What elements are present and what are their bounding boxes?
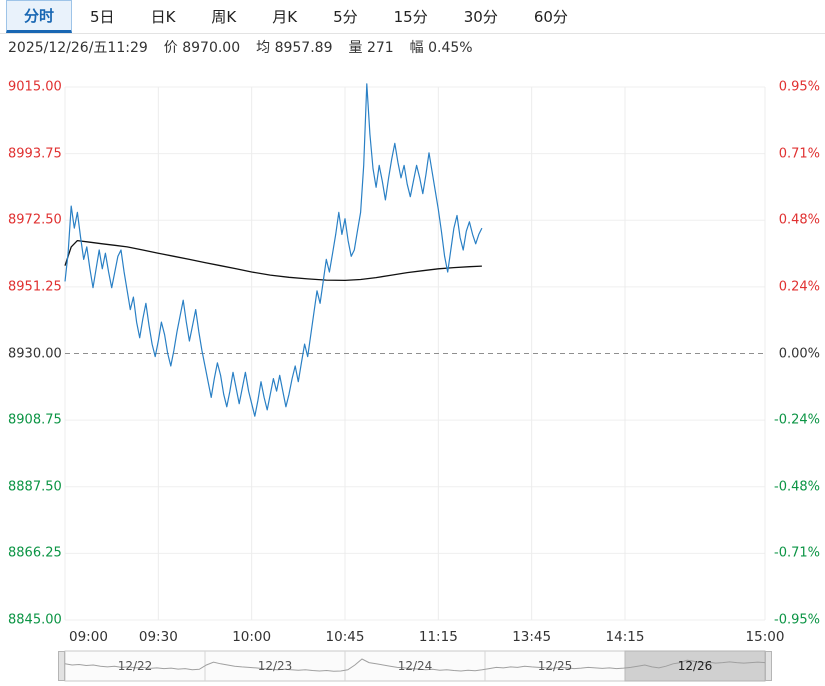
tab-月K[interactable]: 月K: [272, 8, 298, 26]
navigator-handle-right[interactable]: [765, 651, 772, 681]
y-axis-percent-label: -0.71%: [774, 545, 820, 561]
price-label: 价: [163, 40, 178, 56]
navigator-date-label[interactable]: 12/26: [677, 659, 713, 673]
average-value: 8957.89: [274, 40, 333, 56]
x-axis-time-label: 13:45: [512, 629, 552, 645]
navigator-date-label[interactable]: 12/23: [257, 659, 293, 673]
navigator-date-label[interactable]: 12/22: [117, 659, 153, 673]
tab-5分[interactable]: 5分: [333, 8, 358, 26]
y-axis-price-label: 8845.00: [8, 612, 62, 628]
y-axis-percent-label: 0.48%: [778, 212, 820, 228]
navigator-selected-range[interactable]: [624, 650, 766, 682]
y-axis-price-label: 8908.75: [8, 412, 62, 428]
price-group: 价 8970.00: [164, 37, 240, 57]
tab-5日[interactable]: 5日: [90, 8, 115, 26]
tab-分时[interactable]: 分时: [6, 0, 73, 33]
x-axis-time-label: 15:00: [745, 629, 785, 645]
x-axis-time-label: 14:15: [605, 629, 645, 645]
y-axis-percent-label: 0.24%: [778, 279, 820, 295]
navigator-sparkline: [64, 658, 766, 672]
tab-周K[interactable]: 周K: [211, 8, 237, 26]
y-axis-price-label: 8993.75: [8, 146, 62, 162]
y-axis-percent-label: -0.95%: [774, 612, 820, 628]
x-axis-time-label: 09:30: [138, 629, 178, 645]
navigator-date-label[interactable]: 12/24: [397, 659, 433, 673]
y-axis-percent-label: 0.00%: [778, 346, 820, 361]
y-axis-percent-label: 0.71%: [778, 146, 820, 162]
range-value: 0.45%: [428, 40, 473, 56]
navigator-date-label[interactable]: 12/25: [537, 659, 573, 673]
x-axis-time-label: 09:00: [69, 629, 108, 645]
average-label: 均: [256, 40, 271, 56]
y-axis-price-label: 8930.00: [8, 346, 62, 361]
y-axis-price-label: 8887.50: [8, 479, 62, 495]
price-value: 8970.00: [182, 40, 241, 56]
tab-60分[interactable]: 60分: [533, 8, 568, 26]
datetime-text: 2025/12/26/五11:29: [8, 40, 148, 56]
range-group: 幅 0.45%: [410, 37, 473, 57]
y-axis-price-label: 8951.25: [8, 279, 62, 295]
y-axis-percent-label: -0.48%: [774, 479, 820, 495]
y-axis-price-label: 8866.25: [8, 545, 62, 561]
y-axis-price-label: 9015.00: [8, 79, 62, 95]
tab-30分[interactable]: 30分: [463, 8, 498, 26]
volume-group: 量 271: [348, 37, 393, 57]
average-price-line: [64, 239, 482, 282]
y-axis-price-label: 8972.50: [8, 212, 62, 228]
y-axis-percent-label: -0.24%: [774, 412, 820, 428]
x-axis-time-label: 10:00: [232, 629, 272, 645]
navigator-handle-left[interactable]: [58, 651, 65, 681]
volume-value: 271: [366, 40, 394, 56]
tab-日K[interactable]: 日K: [150, 8, 176, 26]
x-axis-time-label: 11:15: [418, 629, 458, 645]
average-group: 均 8957.89: [256, 37, 332, 57]
tab-bar: 分时 5日 日K 周K 月K 5分 15分 30分 60分: [0, 0, 825, 34]
y-axis-percent-label: 0.95%: [778, 79, 820, 95]
tab-15分[interactable]: 15分: [393, 8, 428, 26]
x-axis-time-label: 10:45: [325, 629, 365, 645]
info-bar: 2025/12/26/五11:29 价 8970.00 均 8957.89 量 …: [0, 34, 825, 60]
volume-label: 量: [348, 40, 363, 56]
price-line: [64, 83, 483, 417]
range-label: 幅: [409, 40, 424, 56]
